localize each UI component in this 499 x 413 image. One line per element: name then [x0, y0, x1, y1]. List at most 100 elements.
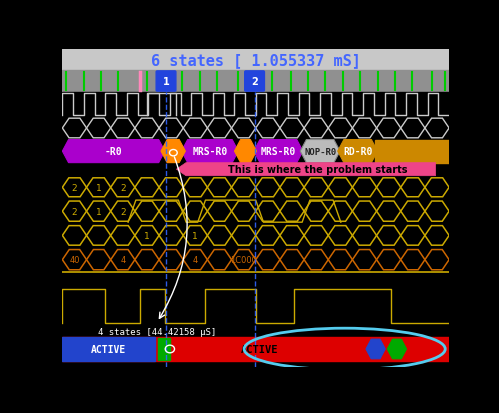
Polygon shape	[62, 226, 86, 246]
Polygon shape	[280, 119, 304, 138]
Bar	[62, 176, 449, 199]
Bar	[62, 93, 449, 117]
Text: 4: 4	[120, 256, 125, 264]
Polygon shape	[352, 250, 377, 270]
Polygon shape	[62, 250, 86, 270]
Polygon shape	[304, 226, 328, 246]
Polygon shape	[232, 202, 255, 222]
Polygon shape	[183, 202, 208, 222]
Polygon shape	[328, 226, 352, 246]
Polygon shape	[232, 178, 255, 197]
Polygon shape	[401, 119, 425, 138]
Text: 2: 2	[120, 183, 126, 192]
Polygon shape	[183, 178, 208, 197]
Polygon shape	[135, 178, 159, 197]
Polygon shape	[62, 178, 86, 197]
Polygon shape	[208, 119, 232, 138]
Polygon shape	[86, 202, 111, 222]
Polygon shape	[280, 250, 304, 270]
Polygon shape	[232, 119, 255, 138]
Text: 40: 40	[69, 256, 80, 264]
Text: 6 states [ 1.055337 mS]: 6 states [ 1.055337 mS]	[151, 53, 361, 68]
Polygon shape	[159, 119, 183, 138]
Polygon shape	[62, 119, 86, 138]
Text: 1: 1	[193, 231, 198, 240]
Polygon shape	[425, 250, 449, 270]
Polygon shape	[232, 226, 255, 246]
Bar	[62, 50, 449, 71]
Polygon shape	[280, 202, 304, 222]
Text: 2: 2	[251, 77, 258, 87]
Text: 1: 1	[96, 207, 101, 216]
Polygon shape	[401, 202, 425, 222]
Bar	[62, 248, 449, 272]
Polygon shape	[377, 178, 401, 197]
Polygon shape	[159, 226, 183, 246]
Polygon shape	[183, 250, 208, 270]
Text: MRS-R0: MRS-R0	[261, 147, 296, 157]
Polygon shape	[401, 226, 425, 246]
Bar	[62, 337, 449, 361]
Text: 1: 1	[96, 183, 101, 192]
Polygon shape	[86, 250, 111, 270]
Polygon shape	[366, 339, 385, 359]
Text: ACTIVE: ACTIVE	[241, 344, 278, 354]
Polygon shape	[62, 140, 165, 163]
Polygon shape	[159, 250, 183, 270]
Polygon shape	[352, 178, 377, 197]
Polygon shape	[401, 178, 425, 197]
Text: 1: 1	[163, 77, 169, 87]
FancyBboxPatch shape	[156, 72, 176, 92]
Text: -R0: -R0	[105, 147, 122, 157]
Text: 2: 2	[120, 207, 126, 216]
Bar	[62, 224, 449, 248]
Polygon shape	[208, 178, 232, 197]
Polygon shape	[111, 250, 135, 270]
Text: RD-R0: RD-R0	[343, 147, 372, 157]
Polygon shape	[111, 226, 135, 246]
Polygon shape	[352, 119, 377, 138]
Polygon shape	[328, 178, 352, 197]
Polygon shape	[183, 119, 208, 138]
Bar	[62, 140, 449, 163]
Polygon shape	[111, 202, 135, 222]
Text: 1: 1	[144, 231, 150, 240]
Polygon shape	[111, 119, 135, 138]
Polygon shape	[304, 202, 328, 222]
Polygon shape	[135, 119, 159, 138]
Text: 2: 2	[72, 207, 77, 216]
Text: 4 states [44.42158 µS]: 4 states [44.42158 µS]	[98, 328, 216, 337]
Polygon shape	[280, 178, 304, 197]
Polygon shape	[377, 250, 401, 270]
Polygon shape	[255, 226, 280, 246]
Polygon shape	[135, 202, 159, 222]
Polygon shape	[328, 119, 352, 138]
Text: 1C000: 1C000	[230, 256, 257, 264]
Polygon shape	[425, 178, 449, 197]
Polygon shape	[328, 202, 352, 222]
Polygon shape	[304, 119, 328, 138]
Polygon shape	[159, 202, 183, 222]
Polygon shape	[352, 226, 377, 246]
Bar	[62, 199, 449, 224]
Polygon shape	[377, 119, 401, 138]
Text: NOP-R0: NOP-R0	[304, 147, 336, 156]
Text: ACTIVE: ACTIVE	[91, 344, 126, 354]
Polygon shape	[62, 202, 86, 222]
Polygon shape	[425, 202, 449, 222]
Polygon shape	[208, 226, 232, 246]
Polygon shape	[328, 250, 352, 270]
Polygon shape	[183, 226, 208, 246]
Polygon shape	[377, 202, 401, 222]
Polygon shape	[254, 140, 303, 163]
Bar	[62, 337, 155, 361]
Polygon shape	[352, 202, 377, 222]
Polygon shape	[377, 226, 401, 246]
Polygon shape	[255, 250, 280, 270]
Bar	[62, 71, 449, 93]
Bar	[62, 117, 449, 140]
Polygon shape	[135, 226, 159, 246]
Text: 4: 4	[193, 256, 198, 264]
Polygon shape	[86, 119, 111, 138]
Polygon shape	[208, 202, 232, 222]
